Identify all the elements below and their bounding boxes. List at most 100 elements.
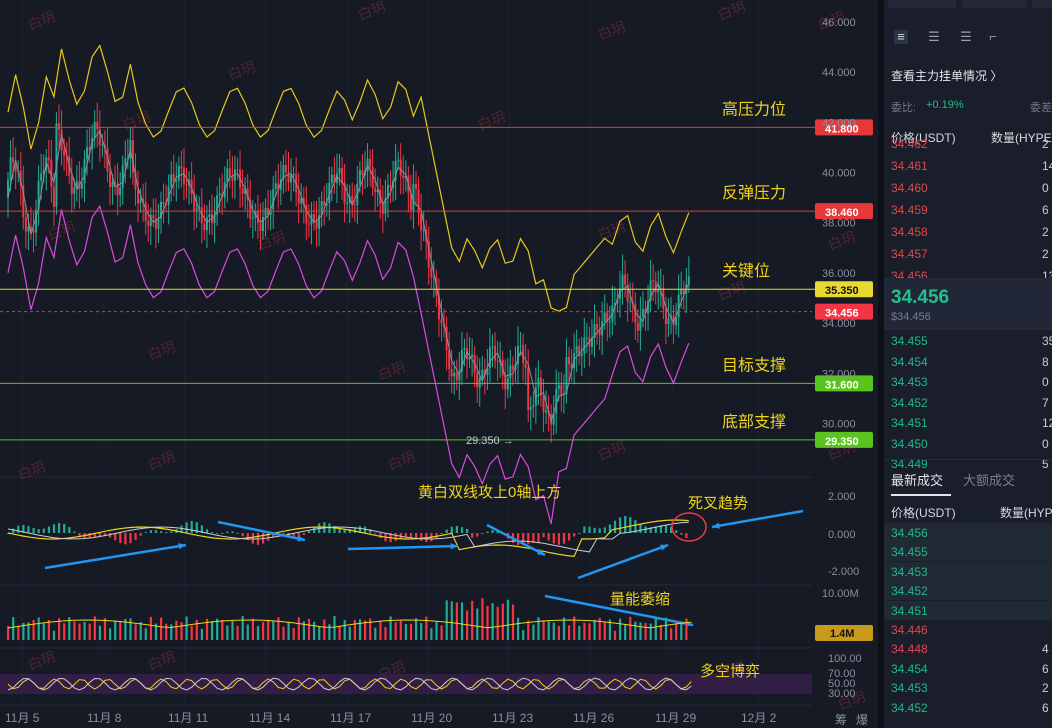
arrow-head <box>537 548 545 555</box>
candle-body <box>272 188 275 210</box>
ask-row[interactable]: 34.460 0 <box>884 178 1052 199</box>
ask-row[interactable]: 34.458 2 <box>884 222 1052 243</box>
volume-bar <box>328 624 331 640</box>
volume-bar <box>430 628 433 640</box>
ask-row[interactable]: 34.462 2 <box>884 134 1052 155</box>
current-price-text: 34.456 <box>825 308 859 320</box>
panel-divider[interactable] <box>878 0 884 728</box>
bid-row[interactable]: 34.452 7 <box>884 393 1052 414</box>
depth-both-icon[interactable]: ≡ <box>894 30 908 44</box>
candle-body <box>83 159 86 184</box>
volume-annotation: 量能萎缩 <box>610 591 670 608</box>
ask-row[interactable]: 34.457 2 <box>884 244 1052 265</box>
trade-row[interactable]: 34.451 <box>884 601 1052 622</box>
macd-bar <box>440 533 443 534</box>
trade-highlight <box>884 600 1052 620</box>
candle-body <box>75 181 78 188</box>
volume-bar <box>42 623 45 640</box>
trade-row[interactable]: 34.454 6 <box>884 659 1052 680</box>
row-price: 34.457 <box>891 247 928 261</box>
volume-bar <box>109 628 112 640</box>
watermark: 白玥 <box>376 358 408 383</box>
tab-large-trades[interactable]: 大额成交 <box>963 473 1016 488</box>
candle-body <box>374 188 377 193</box>
candle-body <box>124 158 127 166</box>
candle-body <box>330 174 333 184</box>
volume-bar <box>73 621 76 640</box>
trade-row[interactable]: 34.453 2 <box>884 678 1052 699</box>
trade-row[interactable]: 34.453 <box>884 562 1052 583</box>
top-button[interactable] <box>1032 0 1052 8</box>
volume-bar <box>654 616 657 640</box>
macd-axis-label: 0.000 <box>828 529 856 541</box>
trade-row[interactable]: 34.452 <box>884 581 1052 602</box>
volume-bar <box>119 621 122 640</box>
volume-bar <box>256 626 260 640</box>
date-axis-label: 11月 14 <box>249 711 290 725</box>
row-price: 34.453 <box>891 375 928 389</box>
bid-row[interactable]: 34.450 0 <box>884 434 1052 455</box>
bid-row[interactable]: 34.449 5 <box>884 454 1052 475</box>
volume-bar <box>598 617 601 640</box>
row-qty: 6 <box>1042 700 1049 715</box>
trade-row[interactable]: 34.455 <box>884 542 1052 563</box>
rsi-axis-label: 100.00 <box>828 653 862 665</box>
trade-row[interactable]: 34.452 6 <box>884 698 1052 719</box>
volume-bar <box>307 618 311 640</box>
row-price: 34.446 <box>891 623 928 637</box>
trade-row[interactable]: 34.446 <box>884 620 1052 641</box>
bid-row[interactable]: 34.451 12 <box>884 413 1052 434</box>
weibi-value: +0.19% <box>926 99 964 111</box>
level-price-text: 38.460 <box>825 207 859 219</box>
top-button[interactable] <box>888 0 956 8</box>
candle-body <box>142 198 145 203</box>
level-name: 高压力位 <box>722 100 786 118</box>
main-orders-link[interactable]: 查看主力挂单情况 〉 <box>891 69 1003 83</box>
candle-body <box>517 345 519 365</box>
candle-body <box>193 194 196 212</box>
candle-body <box>384 198 387 214</box>
volume-bar <box>364 620 367 640</box>
ask-row[interactable]: 34.459 6 <box>884 200 1052 221</box>
candle-body <box>639 316 642 331</box>
low-marker: 29.350 → <box>466 435 514 447</box>
depth-expand-icon[interactable]: ⌐ <box>989 29 997 44</box>
volume-bar <box>455 602 458 640</box>
candle-body <box>598 329 601 336</box>
tab-latest-trades[interactable]: 最新成交 <box>891 473 944 488</box>
candle-body <box>486 367 489 376</box>
top-button[interactable] <box>962 0 1026 8</box>
candle-body <box>649 280 652 302</box>
candle-body <box>290 175 293 183</box>
watermark: 白玥 <box>356 0 388 23</box>
candle-body <box>619 288 621 299</box>
depth-bids-icon[interactable]: ☰ <box>928 29 940 44</box>
macd-bar <box>404 533 407 538</box>
candle-body <box>644 308 647 314</box>
candle-body <box>172 174 175 182</box>
candle-body <box>182 168 185 185</box>
candle-body <box>585 337 588 339</box>
candle-body <box>131 140 134 173</box>
macd-bar <box>103 533 107 536</box>
depth-asks-icon[interactable]: ☰ <box>960 29 972 44</box>
macd-bar <box>619 517 622 533</box>
macd-bar <box>78 533 81 536</box>
boll-upper-line <box>7 44 690 312</box>
candle-body <box>483 369 486 376</box>
volume-bar <box>644 623 647 640</box>
bid-row[interactable]: 34.455 35 <box>884 331 1052 352</box>
candle-body <box>369 158 372 168</box>
candle-body <box>300 197 303 204</box>
bid-row[interactable]: 34.453 0 <box>884 372 1052 393</box>
trade-row[interactable]: 34.456 <box>884 523 1052 544</box>
candle-body <box>134 172 137 190</box>
volume-bar <box>221 619 224 640</box>
candlestick-chart[interactable]: 白玥 白玥 白玥 白玥 白玥 白玥 白玥 白玥 白玥 白玥 白玥 白玥 白玥 白玥 白玥 白玥 白玥 白玥 白玥 白玥… <box>0 0 878 728</box>
candle-body <box>519 345 522 347</box>
bid-row[interactable]: 34.454 8 <box>884 352 1052 373</box>
trade-row[interactable]: 34.448 4 <box>884 639 1052 660</box>
row-price: 34.454 <box>891 354 928 369</box>
ask-row[interactable]: 34.461 14 <box>884 156 1052 177</box>
candle-body <box>545 410 548 413</box>
